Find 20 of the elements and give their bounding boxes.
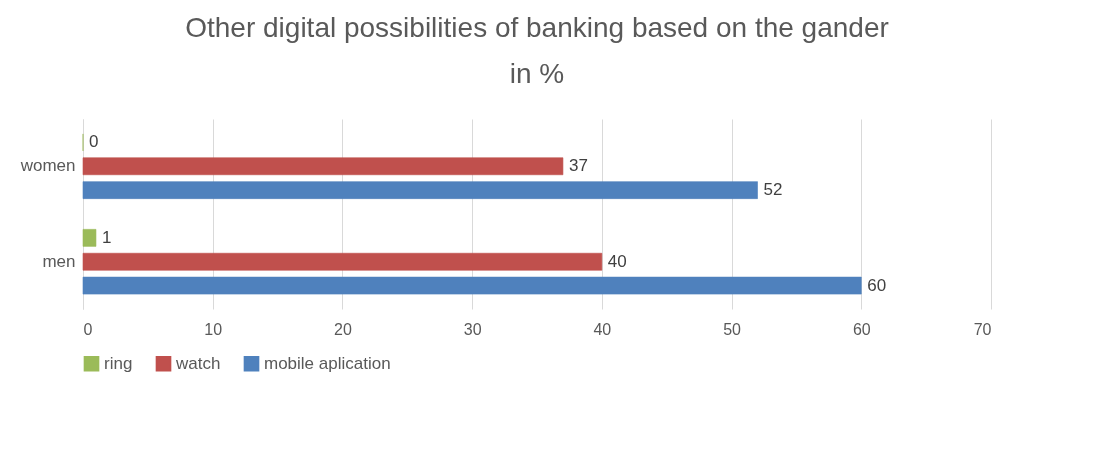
data-label: 40: [607, 251, 627, 271]
data-label: 0: [89, 132, 99, 152]
y-tick-label: men: [42, 251, 76, 271]
x-tick-label: 60: [852, 320, 871, 338]
x-tick-label: 30: [463, 320, 482, 338]
legend-label: mobile aplication: [264, 353, 391, 373]
y-tick-label: women: [19, 156, 76, 176]
x-tick-label: 70: [973, 320, 992, 338]
legend-label: ring: [104, 353, 133, 373]
data-label: 52: [763, 180, 783, 200]
x-tick-label: 0: [83, 320, 93, 338]
chart-title: Other digital possibilities of banking based on the gander in %: [185, 12, 889, 89]
x-tick-label: 10: [204, 320, 223, 338]
x-tick-label: 50: [723, 320, 742, 338]
data-label: 1: [101, 227, 112, 247]
x-tick-label: 20: [334, 320, 352, 338]
data-label: 37: [568, 156, 588, 176]
x-tick-label: 40: [593, 320, 612, 338]
legend-label: watch: [175, 353, 221, 373]
data-label: 60: [867, 275, 887, 295]
